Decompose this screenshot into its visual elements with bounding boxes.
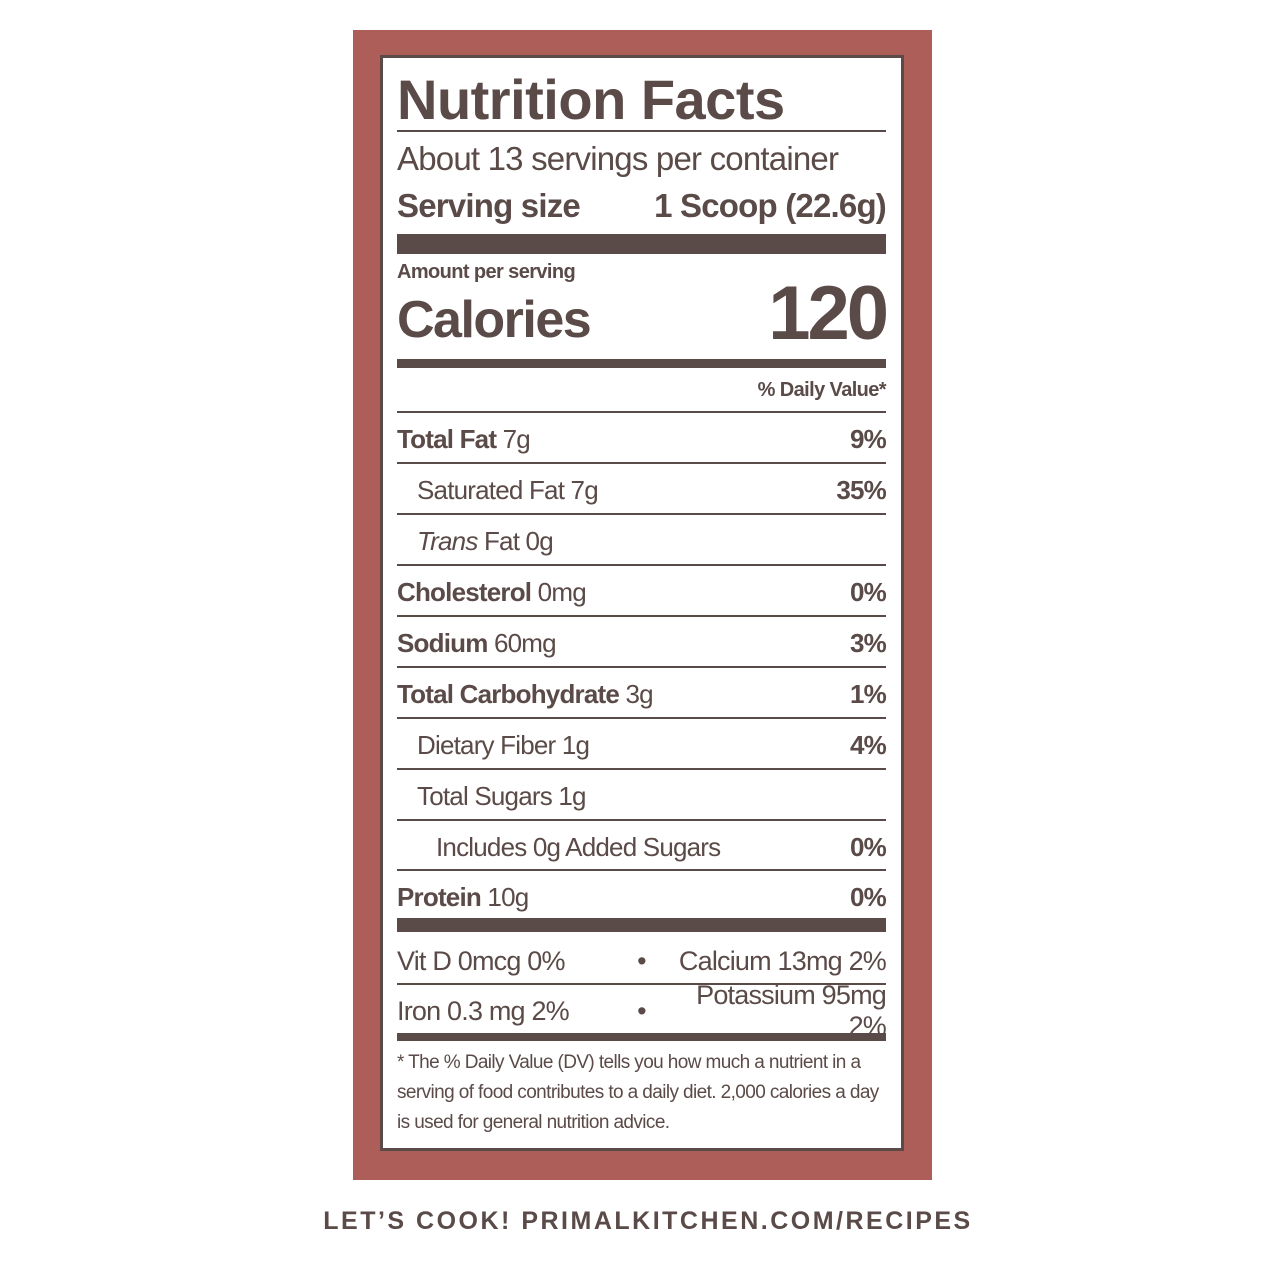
nutrient-dv: 3%	[850, 627, 887, 658]
nutrient-name: Includes 0g Added Sugars	[436, 831, 721, 862]
nutrient-amount: 7g	[502, 423, 531, 454]
vitamin-right: Calcium 13mg 2%	[678, 945, 887, 976]
nutrient-amount: 0mg	[537, 576, 587, 607]
nutrient-dv: 0%	[850, 576, 887, 607]
nutrient-amount: Fat 0g	[483, 525, 554, 556]
nutrient-name: Cholesterol	[397, 576, 532, 607]
divider	[397, 983, 886, 985]
serving-size-row: Serving size 1 Scoop (22.6g)	[397, 182, 887, 230]
nutrient-row-total-carbohydrate: Total Carbohydrate 3g 1%	[397, 669, 887, 719]
nutrient-row-saturated-fat: Saturated Fat 7g 35%	[397, 465, 887, 515]
nutrient-dv: 35%	[836, 474, 886, 505]
vitamin-left: Vit D 0mcg 0%	[397, 945, 565, 976]
thick-divider	[397, 918, 886, 932]
divider	[397, 564, 886, 566]
calories-value: 120	[768, 271, 889, 356]
nutrient-dv: 9%	[850, 423, 887, 454]
nutrient-row-total-sugars: Total Sugars 1g	[397, 771, 886, 821]
nutrient-row-sodium: Sodium 60mg 3%	[397, 618, 887, 668]
nutrient-row-trans-fat: Trans Fat 0g	[397, 516, 886, 566]
bullet-icon: •	[637, 945, 646, 976]
servings-per-container: About 13 servings per container	[397, 140, 839, 177]
recipes-tagline: LET’S COOK! PRIMALKITCHEN.COM/RECIPES	[323, 1207, 973, 1235]
medium-divider	[397, 359, 886, 368]
bullet-icon: •	[637, 995, 646, 1026]
daily-value-header: % Daily Value*	[757, 379, 887, 401]
divider	[397, 768, 886, 770]
divider	[397, 513, 886, 515]
nutrient-amount: 60mg	[493, 627, 557, 658]
nutrient-name: Dietary Fiber 1g	[417, 729, 590, 760]
divider	[397, 462, 886, 464]
nutrient-name: Sodium	[397, 627, 488, 658]
nutrient-row-dietary-fiber: Dietary Fiber 1g 4%	[397, 720, 887, 770]
nutrient-dv: 0%	[850, 881, 887, 912]
divider	[397, 411, 886, 413]
serving-size-label: Serving size	[397, 187, 581, 224]
label-title: Nutrition Facts	[397, 68, 785, 131]
nutrient-dv: 1%	[850, 678, 887, 709]
nutrient-row-protein: Protein 10g 0%	[397, 872, 887, 922]
divider	[397, 130, 886, 132]
serving-size-value: 1 Scoop (22.6g)	[654, 187, 887, 224]
divider	[397, 869, 886, 871]
nutrient-name: Protein	[397, 881, 482, 912]
vitamin-row: Iron 0.3 mg 2% • Potassium 95mg 2%	[397, 980, 887, 1041]
nutrient-amount: 10g	[487, 881, 529, 912]
nutrient-row-cholesterol: Cholesterol 0mg 0%	[397, 567, 887, 617]
nutrient-name: Total Fat	[397, 423, 497, 454]
nutrient-amount: 3g	[625, 678, 653, 709]
vitamin-row: Vit D 0mcg 0% • Calcium 13mg 2%	[397, 936, 887, 986]
divider	[397, 819, 886, 821]
amount-per-serving: Amount per serving	[397, 261, 576, 283]
nutrient-dv: 4%	[850, 729, 887, 760]
nutrient-name: Saturated Fat 7g	[417, 474, 599, 505]
divider	[397, 666, 886, 668]
calories-label: Calories	[397, 291, 592, 349]
divider	[397, 615, 886, 617]
nutrient-name: Trans	[417, 525, 478, 556]
nutrient-row-total-fat: Total Fat 7g 9%	[397, 414, 887, 464]
nutrient-name: Total Carbohydrate	[397, 678, 620, 709]
nutrient-dv: 0%	[850, 831, 887, 862]
vitamin-left: Iron 0.3 mg 2%	[397, 995, 570, 1026]
medium-divider	[397, 1033, 886, 1041]
nutrient-name: Total Sugars 1g	[417, 780, 586, 811]
nutrient-row-added-sugars: Includes 0g Added Sugars 0%	[397, 822, 887, 872]
footnote: * The % Daily Value (DV) tells you how m…	[397, 1052, 879, 1133]
divider	[397, 717, 886, 719]
thick-divider	[397, 234, 886, 254]
